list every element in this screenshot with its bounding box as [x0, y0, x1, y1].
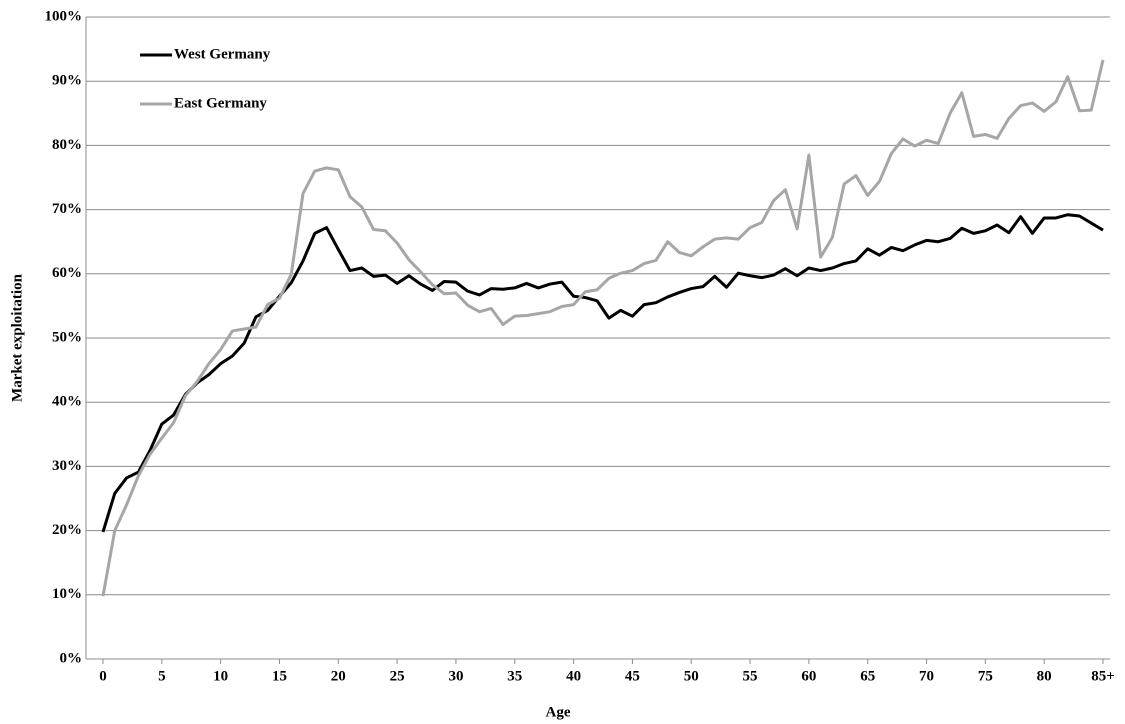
x-tick-label: 20 [331, 668, 346, 684]
y-tick-label: 20% [52, 522, 82, 538]
series-line [101, 213, 1104, 533]
x-tick-label: 70 [919, 668, 934, 684]
x-tick-label: 5 [158, 668, 166, 684]
x-tick-label: 80 [1037, 668, 1052, 684]
y-tick-label: 0% [60, 650, 83, 666]
x-tick-label: 45 [625, 668, 640, 684]
x-tick-label: 35 [507, 668, 522, 684]
y-axis-label: Market exploitation [9, 273, 25, 402]
x-axis-label: Age [546, 704, 571, 720]
y-tick-label: 80% [52, 137, 82, 153]
legend-label: East Germany [174, 95, 267, 111]
y-tick-label: 70% [52, 201, 82, 217]
x-tick-label: 60 [801, 668, 816, 684]
x-tick-label: 15 [272, 668, 287, 684]
y-tick-label: 10% [52, 586, 82, 602]
x-tick-label: 10 [213, 668, 228, 684]
y-tick-label: 60% [52, 265, 82, 281]
x-tick-label: 30 [448, 668, 463, 684]
y-tick-label: 90% [52, 73, 82, 89]
legend-label: West Germany [174, 46, 271, 62]
x-tick-label: 0 [99, 668, 107, 684]
x-tick-label: 50 [684, 668, 699, 684]
x-tick-label: 40 [566, 668, 581, 684]
y-tick-label: 100% [45, 8, 83, 24]
y-tick-label: 50% [52, 329, 82, 345]
y-tick-label: 30% [52, 458, 82, 474]
x-tick-label: 55 [743, 668, 758, 684]
x-tick-label: 75 [978, 668, 993, 684]
x-tick-label: 85+ [1091, 668, 1115, 684]
x-tick-label: 65 [860, 668, 875, 684]
y-tick-label: 40% [52, 394, 82, 410]
series-line [101, 59, 1105, 597]
x-tick-label: 25 [390, 668, 405, 684]
